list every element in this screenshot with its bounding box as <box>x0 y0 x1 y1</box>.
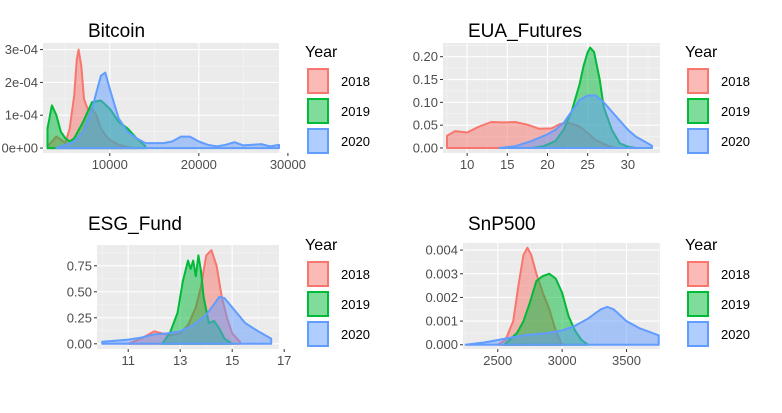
legend-title: Year <box>305 237 338 254</box>
x-tick-label: 25 <box>580 157 594 172</box>
legend-key-2018 <box>687 68 709 94</box>
legend-key-2020 <box>307 321 329 347</box>
legend-title: Year <box>305 44 338 61</box>
legend-key-2019 <box>687 291 709 317</box>
x-tick-label: 2500 <box>483 353 512 368</box>
y-tick-label: 0.004 <box>425 243 458 258</box>
x-tick-label: 3500 <box>612 353 641 368</box>
y-tick-label: 0.002 <box>425 290 458 305</box>
y-tick-label: 0.15 <box>413 72 438 87</box>
legend-label-2020: 2020 <box>341 327 370 342</box>
x-tick-label: 13 <box>173 353 187 368</box>
density-area-2020 <box>55 71 280 150</box>
legend-label-2018: 2018 <box>341 267 370 282</box>
panel-title: ESG_Fund <box>88 214 182 235</box>
x-tick-label: 20000 <box>181 157 217 172</box>
density-area-2020 <box>464 305 660 346</box>
legend-label-2020: 2020 <box>721 134 750 149</box>
y-tick-label: 0.000 <box>425 337 458 352</box>
y-tick-label: 0.50 <box>67 284 92 299</box>
panel-eua-futures: 0.00 0.05 0.10 0.15 0.20 10 15 20 25 30 EUA_Future… <box>413 21 750 172</box>
legend-label-2018: 2018 <box>341 74 370 89</box>
legend-label-2019: 2019 <box>341 104 370 119</box>
legend-title: Year <box>685 44 718 61</box>
y-tick-label: 0.00 <box>67 336 92 351</box>
y-tick-label: 3e-04 <box>5 42 38 57</box>
y-tick-label: 0.003 <box>425 266 458 281</box>
y-tick-label: 0e+00 <box>1 141 38 156</box>
x-tick-label: 3000 <box>548 353 577 368</box>
legend-label-2019: 2019 <box>721 297 750 312</box>
legend-key-2018 <box>687 261 709 287</box>
y-tick-label: 0.20 <box>413 49 438 64</box>
x-tick-label: 15 <box>500 157 514 172</box>
panel-title: EUA_Futures <box>468 21 582 42</box>
legend-key-2020 <box>307 128 329 154</box>
y-tick-label: 2e-04 <box>5 75 38 90</box>
density-area-2020 <box>101 296 273 345</box>
y-tick-label: 1e-04 <box>5 108 38 123</box>
legend-title: Year <box>685 237 718 254</box>
x-tick-label: 11 <box>121 353 135 368</box>
y-tick-label: 0.75 <box>67 258 92 273</box>
x-tick-label: 15 <box>225 353 239 368</box>
legend-label-2020: 2020 <box>341 134 370 149</box>
x-tick-label: 20 <box>540 157 554 172</box>
panel-esg-fund: 0.00 0.25 0.50 0.75 11 13 15 17 ESG_Fund Year2018… <box>67 214 370 368</box>
panel-title: Bitcoin <box>88 21 145 42</box>
density-area-2020 <box>498 94 653 149</box>
x-tick-label: 10 <box>460 157 474 172</box>
x-tick-label: 30000 <box>270 157 306 172</box>
y-tick-label: 0.10 <box>413 95 438 110</box>
legend-key-2019 <box>307 98 329 124</box>
x-tick-label: 17 <box>277 353 291 368</box>
legend-key-2020 <box>687 321 709 347</box>
panel-snp500: 0.000 0.001 0.002 0.003 0.004 2500 3000 3500 SnP… <box>425 214 749 368</box>
y-tick-label: 0.05 <box>413 118 438 133</box>
legend-label-2020: 2020 <box>721 327 750 342</box>
x-tick-label: 30 <box>621 157 635 172</box>
y-tick-label: 0.25 <box>67 310 92 325</box>
legend-key-2019 <box>687 98 709 124</box>
legend-key-2019 <box>307 291 329 317</box>
legend-label-2018: 2018 <box>721 74 750 89</box>
legend-key-2020 <box>687 128 709 154</box>
legend-key-2018 <box>307 68 329 94</box>
legend-label-2018: 2018 <box>721 267 750 282</box>
y-tick-label: 0.001 <box>425 314 458 329</box>
panel-bitcoin: 0e+00 1e-04 2e-04 3e-04 10000 20000 30000 Bitco… <box>1 21 369 172</box>
legend-label-2019: 2019 <box>341 297 370 312</box>
y-tick-label: 0.00 <box>413 140 438 155</box>
legend-key-2018 <box>307 261 329 287</box>
panel-title: SnP500 <box>468 214 536 235</box>
x-tick-label: 10000 <box>92 157 128 172</box>
legend-label-2019: 2019 <box>721 104 750 119</box>
